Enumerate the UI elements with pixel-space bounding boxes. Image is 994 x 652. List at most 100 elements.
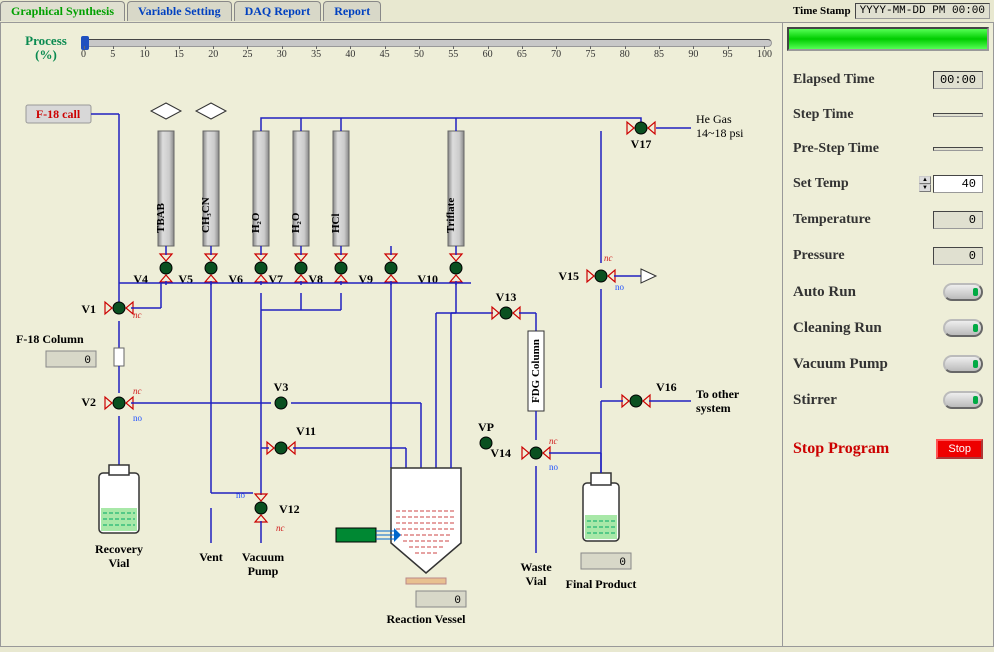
svg-text:CH₃CN: CH₃CN <box>200 197 212 233</box>
svg-text:He Gas14~18 psi: He Gas14~18 psi <box>696 112 744 140</box>
vacuum-pump-toggle[interactable] <box>943 355 983 373</box>
svg-text:Vial: Vial <box>526 574 548 588</box>
svg-text:nc: nc <box>133 386 142 396</box>
svg-text:no: no <box>549 462 559 472</box>
process-label: Process(%) <box>11 34 81 63</box>
svg-text:V11: V11 <box>296 424 316 438</box>
valve-v6[interactable] <box>255 254 267 282</box>
set-temp-label: Set Temp <box>793 176 849 192</box>
cleaning-run-toggle[interactable] <box>943 319 983 337</box>
svg-text:Pump: Pump <box>248 564 279 578</box>
valve-vp[interactable] <box>480 437 492 449</box>
svg-text:V12: V12 <box>279 502 300 516</box>
stirrer-toggle[interactable] <box>943 391 983 409</box>
temperature-label: Temperature <box>793 212 871 228</box>
stop-button[interactable]: Stop <box>936 439 983 459</box>
timestamp-value: YYYY-MM-DD PM 00:00 <box>855 3 990 19</box>
svg-text:VP: VP <box>478 420 494 434</box>
svg-text:FDG Column: FDG Column <box>530 339 542 403</box>
svg-text:0: 0 <box>454 595 461 607</box>
valve-v10[interactable] <box>450 254 462 282</box>
valve-v2[interactable] <box>105 397 133 409</box>
valve-v1[interactable] <box>105 302 133 314</box>
svg-text:Waste: Waste <box>520 560 552 574</box>
recovery-vial <box>99 465 139 533</box>
valve-v16[interactable] <box>622 395 650 407</box>
auto-run-label: Auto Run <box>793 284 856 301</box>
side-panel: Elapsed Time00:00 Step Time Pre-Step Tim… <box>783 23 993 646</box>
tab-bar: Graphical Synthesis Variable Setting DAQ… <box>0 0 994 22</box>
valve-v4[interactable] <box>160 254 172 282</box>
progress-bar <box>787 27 989 51</box>
step-time-label: Step Time <box>793 107 854 123</box>
svg-text:Vacuum: Vacuum <box>242 550 284 564</box>
svg-text:V5: V5 <box>178 272 193 286</box>
synthesis-diagram: F-18 call TBABCH₃CNH₂OH₂OHClTriflate <box>1 73 783 648</box>
tab-graphical-synthesis[interactable]: Graphical Synthesis <box>0 1 125 21</box>
timestamp-label: Time Stamp <box>793 5 851 17</box>
valve-v11[interactable] <box>267 442 295 454</box>
svg-text:system: system <box>696 401 731 415</box>
tab-report[interactable]: Report <box>323 1 381 21</box>
timestamp: Time Stamp YYYY-MM-DD PM 00:00 <box>793 3 994 19</box>
diagram-panel: Process(%) 05101520253035404550556065707… <box>1 23 783 646</box>
svg-text:V16: V16 <box>656 380 677 394</box>
valve-v14[interactable] <box>522 447 550 459</box>
svg-text:Final Product: Final Product <box>566 577 637 591</box>
step-time-value <box>933 113 983 117</box>
tab-daq-report[interactable]: DAQ Report <box>234 1 322 21</box>
svg-text:0: 0 <box>84 355 91 367</box>
process-slider[interactable]: 0510152025303540455055606570758085909510… <box>81 33 772 63</box>
svg-text:no: no <box>236 490 246 500</box>
valve-v8[interactable] <box>335 254 347 282</box>
vacuum-pump-label: Vacuum Pump <box>793 356 888 373</box>
svg-text:V8: V8 <box>308 272 323 286</box>
tab-variable-setting[interactable]: Variable Setting <box>127 1 232 21</box>
svg-text:no: no <box>133 413 143 423</box>
svg-text:V1: V1 <box>81 302 96 316</box>
svg-text:V6: V6 <box>228 272 243 286</box>
svg-text:V9: V9 <box>358 272 373 286</box>
valve-v17[interactable] <box>627 122 655 134</box>
svg-text:V15: V15 <box>558 269 579 283</box>
svg-text:nc: nc <box>604 253 613 263</box>
svg-text:V17: V17 <box>631 137 652 151</box>
stirrer-label: Stirrer <box>793 392 837 409</box>
svg-text:Reaction Vessel: Reaction Vessel <box>387 612 467 626</box>
svg-text:V4: V4 <box>133 272 148 286</box>
valve-v3[interactable] <box>275 397 287 409</box>
pressure-value: 0 <box>933 247 983 265</box>
svg-text:V10: V10 <box>417 272 438 286</box>
reaction-vessel <box>391 468 461 584</box>
svg-text:Triflate: Triflate <box>445 198 457 233</box>
valve-v15[interactable] <box>587 270 615 282</box>
svg-text:H₂O: H₂O <box>290 212 302 233</box>
valve-v9[interactable] <box>385 254 397 282</box>
elapsed-time-value: 00:00 <box>933 71 983 89</box>
valve-v13[interactable] <box>492 307 520 319</box>
svg-text:no: no <box>615 282 625 292</box>
set-temp-spinner[interactable]: ▲▼ 40 <box>919 175 983 193</box>
svg-text:HCl: HCl <box>330 213 342 233</box>
svg-text:nc: nc <box>276 523 285 533</box>
svg-text:V14: V14 <box>490 446 511 460</box>
svg-text:To other: To other <box>696 387 740 401</box>
temperature-value: 0 <box>933 211 983 229</box>
svg-text:Vent: Vent <box>199 550 223 564</box>
svg-text:0: 0 <box>619 557 626 569</box>
valve-v5[interactable] <box>205 254 217 282</box>
auto-run-toggle[interactable] <box>943 283 983 301</box>
valve-v12[interactable] <box>255 494 267 522</box>
f18-call-label: F-18 call <box>36 107 81 121</box>
valve-v7[interactable] <box>295 254 307 282</box>
final-product-vial <box>583 473 619 541</box>
svg-text:nc: nc <box>133 310 142 320</box>
svg-text:nc: nc <box>549 436 558 446</box>
svg-text:Recovery: Recovery <box>95 542 143 556</box>
svg-text:Vial: Vial <box>109 556 131 570</box>
pressure-label: Pressure <box>793 248 845 264</box>
svg-text:F-18 Column: F-18 Column <box>16 332 84 346</box>
pre-step-time-value <box>933 147 983 151</box>
svg-text:V13: V13 <box>496 290 517 304</box>
main-area: Process(%) 05101520253035404550556065707… <box>0 22 994 647</box>
